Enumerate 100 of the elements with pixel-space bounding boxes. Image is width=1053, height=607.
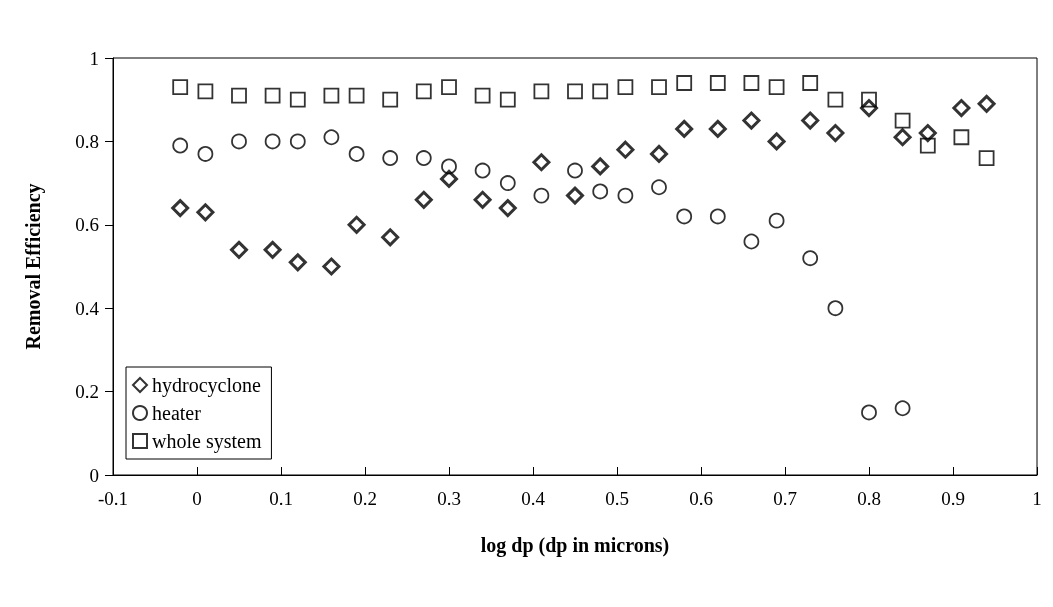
point [768, 212, 785, 229]
y-axis-title: Removal Efficiency [22, 183, 45, 350]
point [499, 91, 516, 108]
point [441, 158, 457, 175]
point [826, 124, 845, 143]
point [440, 169, 458, 188]
y-tick-label: 0 [89, 464, 99, 486]
point [861, 91, 877, 108]
y-tick-label: 0.2 [75, 381, 99, 403]
x-tick-label: 0.8 [857, 488, 881, 509]
point [709, 208, 726, 225]
point [473, 190, 492, 209]
y-tick-label: 0.8 [75, 130, 99, 152]
point [651, 179, 667, 196]
point [861, 404, 877, 421]
x-tick-label: 0.9 [941, 488, 965, 509]
point [231, 133, 247, 150]
point [894, 400, 911, 417]
x-tick-label: 0.6 [689, 488, 713, 509]
point [953, 129, 970, 146]
point [567, 162, 583, 179]
point [172, 79, 189, 96]
point [263, 240, 282, 259]
point [323, 129, 340, 146]
point [322, 257, 341, 276]
point [709, 75, 726, 91]
point [977, 94, 996, 113]
point [323, 87, 340, 104]
x-tick-label: 0.1 [269, 488, 293, 509]
x-tick-label: 0.7 [773, 488, 797, 509]
point [802, 75, 819, 91]
point [264, 133, 281, 150]
point [617, 187, 634, 204]
point [382, 150, 399, 166]
point [592, 83, 609, 100]
point [894, 112, 911, 129]
x-tick-label: 0.5 [605, 488, 629, 509]
point [441, 79, 457, 96]
point [651, 79, 667, 96]
point [801, 111, 820, 130]
point [827, 300, 844, 317]
y-tick-label: 0.6 [75, 214, 99, 236]
x-tick-label: 0.4 [521, 488, 546, 509]
point [381, 228, 400, 247]
point [499, 175, 516, 191]
point [498, 199, 517, 218]
point [474, 87, 491, 104]
point [919, 137, 936, 154]
point [197, 146, 214, 162]
point [676, 75, 693, 91]
point [415, 150, 432, 166]
point [676, 208, 693, 225]
point [172, 137, 189, 154]
point [978, 150, 995, 166]
point [591, 157, 610, 176]
x-tick-label: -0.1 [97, 488, 129, 509]
point [348, 146, 365, 162]
point [918, 124, 937, 143]
point [860, 99, 878, 118]
point [533, 83, 550, 100]
x-tick-label: 0.3 [437, 488, 461, 509]
point [893, 128, 912, 147]
y-tick-label: 0.4 [75, 297, 100, 319]
x-tick-label: 0.2 [353, 488, 377, 509]
legend-label: heater [152, 402, 202, 424]
legend-label: whole system [152, 430, 262, 453]
point [288, 253, 307, 272]
x-tick-label: 1 [1032, 488, 1042, 509]
point [415, 83, 432, 100]
point [743, 233, 760, 250]
point [289, 91, 306, 108]
point [616, 140, 635, 159]
point [348, 87, 365, 104]
point [347, 215, 366, 234]
point [289, 133, 306, 150]
point [650, 144, 668, 163]
point [567, 83, 583, 100]
point [382, 91, 399, 108]
point [827, 91, 844, 108]
x-tick-label: 0 [192, 488, 202, 509]
legend-label: hydrocyclone [152, 374, 261, 397]
point [264, 87, 281, 104]
point [768, 79, 785, 96]
point [675, 119, 694, 138]
point [196, 203, 215, 222]
x-axis-title: log dp (dp in microns) [480, 534, 670, 557]
y-tick-label: 1 [89, 47, 99, 69]
point [230, 240, 248, 259]
point [708, 119, 727, 138]
point [231, 87, 247, 104]
point [617, 79, 634, 96]
point [952, 99, 971, 118]
point [592, 183, 609, 200]
point [474, 162, 491, 179]
point [802, 250, 819, 267]
point [197, 83, 214, 100]
point [414, 190, 433, 209]
point [767, 132, 786, 151]
point [171, 199, 190, 218]
point [743, 75, 760, 91]
